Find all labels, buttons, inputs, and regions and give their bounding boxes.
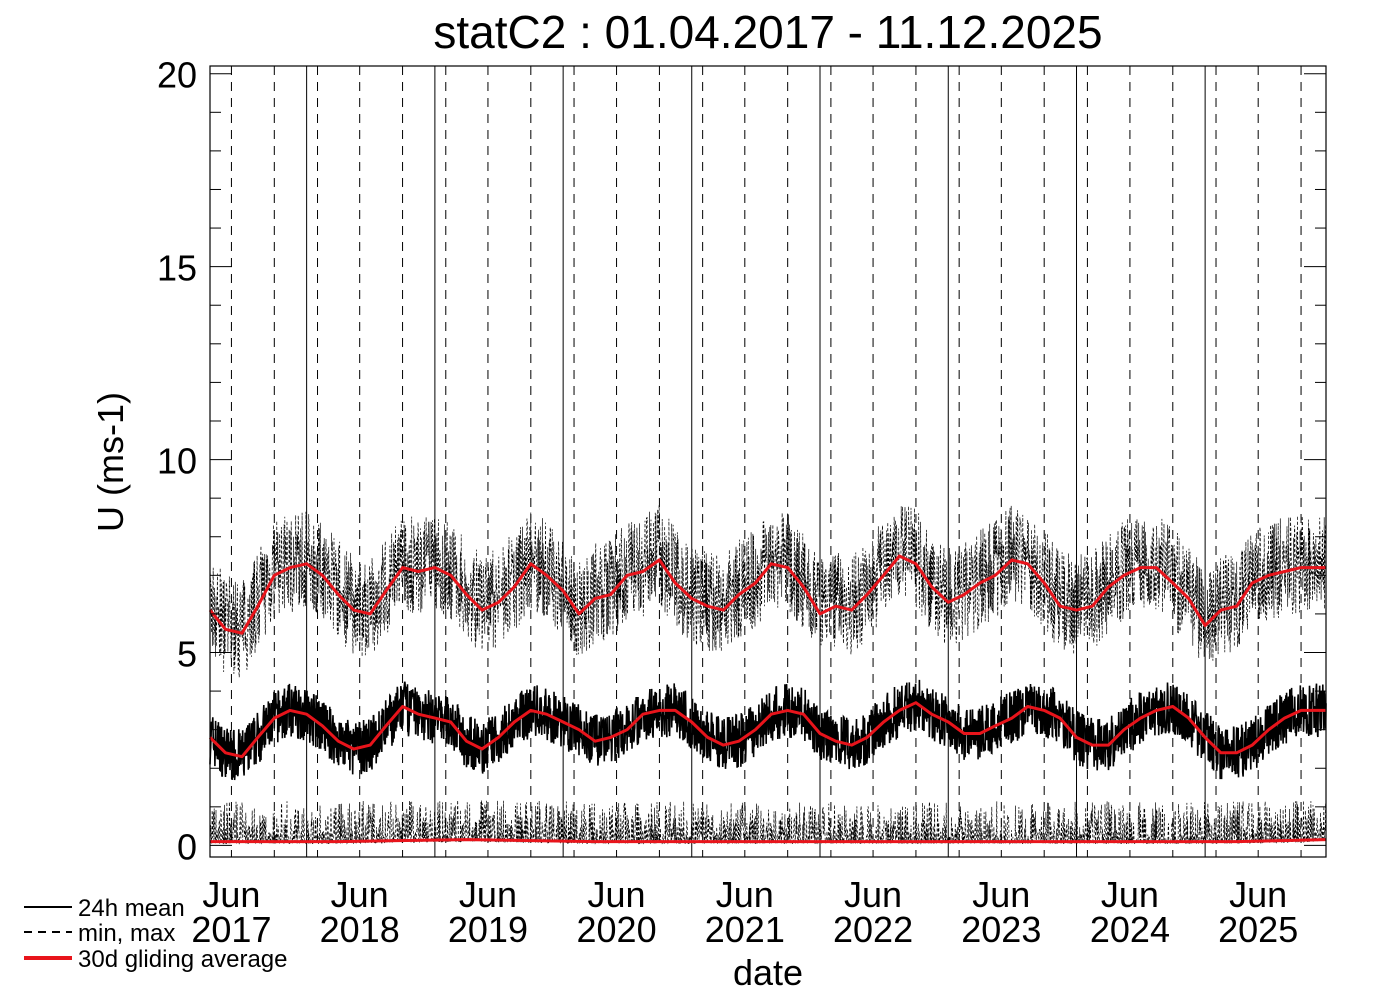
y-tick-label: 20 (157, 55, 197, 96)
y-tick-label: 10 (157, 441, 197, 482)
min-trace (209, 800, 1327, 845)
x-tick-label-year: 2024 (1090, 909, 1170, 950)
x-tick-label-month: Jun (1101, 874, 1159, 915)
x-tick-label-year: 2022 (833, 909, 913, 950)
x-tick-label-month: Jun (844, 874, 902, 915)
gliding-average-24h-mean (208, 701, 1326, 759)
gliding-average-max (208, 554, 1326, 635)
chart-title: statC2 : 01.04.2017 - 11.12.2025 (433, 6, 1102, 58)
y-tick-label: 0 (177, 826, 197, 867)
max-trace (209, 505, 1327, 678)
x-tick-label-month: Jun (459, 874, 517, 915)
plot-frame (209, 65, 1327, 858)
legend-label-24h-mean: 24h mean (78, 895, 185, 922)
legend-label-30d-average: 30d gliding average (78, 946, 288, 973)
mean-trace (209, 679, 1327, 781)
x-tick-label-year: 2021 (705, 909, 785, 950)
axis-ticks: 05101520Jun2017Jun2018Jun2019Jun2020Jun2… (157, 55, 1327, 950)
y-tick-label: 15 (157, 248, 197, 289)
x-tick-label-year: 2018 (320, 909, 400, 950)
x-tick-label-year: 2023 (961, 909, 1041, 950)
x-axis-label: date (733, 952, 803, 992)
x-tick-label-year: 2025 (1218, 909, 1298, 950)
x-tick-label-month: Jun (588, 874, 646, 915)
x-tick-label-month: Jun (331, 874, 389, 915)
x-tick-label-year: 2017 (191, 909, 271, 950)
y-axis-label: U (ms-1) (90, 392, 131, 532)
gliding-average-min (210, 838, 1327, 844)
legend: 24h mean min, max 30d gliding average (24, 895, 288, 973)
x-tick-label-month: Jun (202, 874, 260, 915)
x-tick-label-year: 2020 (577, 909, 657, 950)
x-tick-label-year: 2019 (448, 909, 528, 950)
x-tick-label-month: Jun (972, 874, 1030, 915)
x-tick-label-month: Jun (1229, 874, 1287, 915)
legend-label-min-max: min, max (78, 920, 175, 947)
plot-area (208, 66, 1327, 857)
x-tick-label-month: Jun (716, 874, 774, 915)
y-tick-label: 5 (177, 633, 197, 674)
